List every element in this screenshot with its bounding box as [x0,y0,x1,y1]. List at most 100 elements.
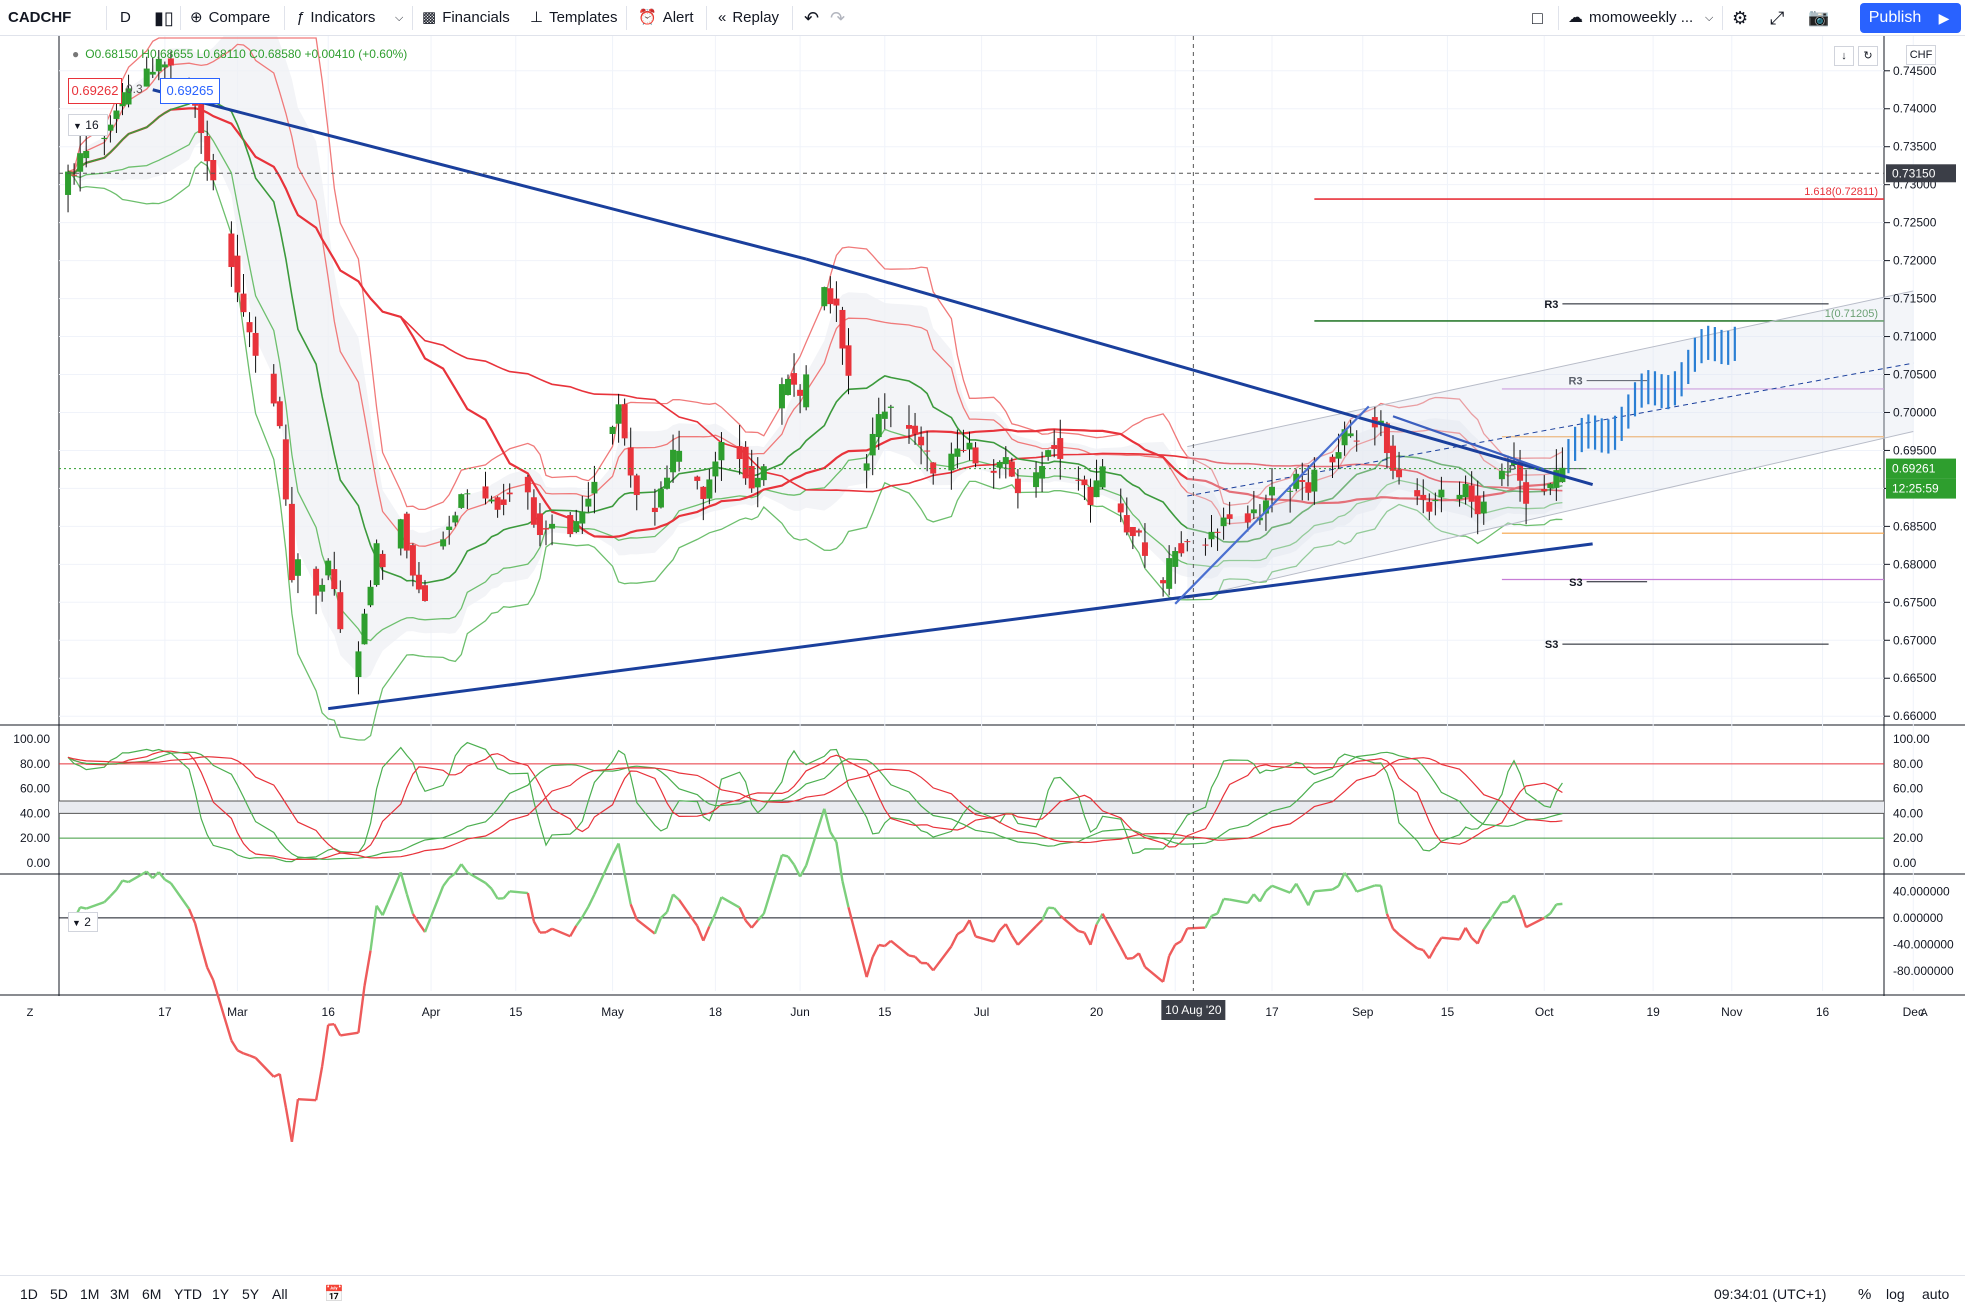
sell-button[interactable]: 0.69262 [68,78,122,104]
toolbar-divider [1558,6,1559,30]
price-tick-label: 0.70500 [1893,368,1937,382]
candle-body [380,554,386,567]
publish-button[interactable]: Publish [1860,3,1930,33]
chevron-down-icon[interactable]: ⌵ [1705,0,1713,36]
fullscreen-square-icon[interactable]: □ [1532,0,1543,36]
auto-toggle[interactable]: auto [1922,1276,1949,1313]
candle-body [1051,445,1057,449]
countdown-label: 12:25:59 [1892,482,1939,496]
candle-body [924,451,930,452]
price-tick-label: 0.66000 [1893,709,1937,723]
redo-icon[interactable]: ↷ [830,0,845,36]
toolbar-divider [792,6,793,30]
candle-body [525,477,531,492]
collapse-indicators[interactable]: ▼ 16 [68,114,108,136]
crosshair-date-label: 10 Aug '20 [1165,1003,1222,1017]
osc2-tick-label: 0.000000 [1893,911,1943,925]
templates-button[interactable]: ⊥Templates [530,0,617,36]
range-all[interactable]: All [272,1276,288,1313]
candle-body [537,513,543,535]
range-1m[interactable]: 1M [80,1276,99,1313]
buy-button[interactable]: 0.69265 [160,78,220,104]
eye-icon[interactable]: ● [72,47,79,61]
compare-button[interactable]: ⊕ Compare [190,0,270,36]
percent-toggle[interactable]: % [1858,1276,1871,1313]
layout-button[interactable]: ☁momoweekly ... [1568,0,1693,36]
camera-icon[interactable]: 📷 [1808,0,1829,36]
candle-body [495,497,501,510]
osc1-tick-right: 0.00 [1893,856,1917,870]
clock-time[interactable]: 09:34:01 (UTC+1) [1714,1276,1826,1313]
osc2-tick-label: -40.000000 [1893,937,1954,951]
candle-body [77,153,83,172]
candle-body [833,299,839,306]
range-1y[interactable]: 1Y [212,1276,229,1313]
candle-body [440,539,446,546]
range-6m[interactable]: 6M [142,1276,161,1313]
price-tick-label: 0.67500 [1893,595,1937,609]
range-1d[interactable]: 1D [20,1276,38,1313]
play-icon[interactable]: ▶ [1927,3,1961,33]
osc2-segment [1224,899,1230,900]
spread-value: 0.3 [126,82,143,96]
interval-button[interactable]: D [120,0,131,36]
time-tick-label: Jul [974,1005,989,1019]
candle-body [483,486,489,498]
price-tick-label: 0.73500 [1893,140,1937,154]
candle-body [967,443,973,450]
price-tick-label: 0.67000 [1893,633,1937,647]
date-range-icon[interactable]: 📅 [324,1276,344,1313]
osc2-segment [231,1040,237,1050]
time-tick-label: 16 [1816,1005,1830,1019]
candle-body [1463,484,1469,497]
candle-body [960,450,966,451]
toolbar-divider [706,6,707,30]
symbol-search[interactable]: CADCHF [8,0,71,36]
candle-body [277,401,283,426]
toolbar-divider [1722,6,1723,30]
candle-body [1505,471,1511,472]
gear-icon[interactable]: ⚙ [1732,0,1748,36]
osc1-tick-right: 20.00 [1893,831,1923,845]
collapse-oscillators[interactable]: ▼ 2 [68,912,98,932]
plus-circle-icon: ⊕ [190,0,203,36]
candle-body [1003,457,1009,464]
refresh-icon[interactable]: ↻ [1858,46,1878,66]
price-tick-label: 0.68500 [1893,519,1937,533]
time-tick-label: Oct [1535,1005,1554,1019]
candle-body [1136,530,1142,532]
range-3m[interactable]: 3M [110,1276,129,1313]
alert-button[interactable]: ⏰Alert [638,0,694,36]
candle-body [1414,490,1420,496]
arrow-down-icon[interactable]: ↓ [1834,46,1854,66]
candle-body [162,64,168,67]
chevron-down-icon[interactable]: ⌵ [395,0,403,36]
candles-icon[interactable]: ▮▯ [154,0,174,36]
range-5d[interactable]: 5D [50,1276,68,1313]
currency-badge[interactable]: CHF [1906,45,1936,65]
replay-button[interactable]: «Replay [718,0,779,36]
candle-body [83,151,89,158]
candle-body [331,569,337,589]
candle-body [1245,513,1251,522]
candle-body [253,333,259,356]
osc2-segment [280,1074,286,1107]
financials-label: Financials [442,9,510,26]
log-toggle[interactable]: log [1886,1276,1905,1313]
indicators-label: Indicators [310,9,375,26]
candle-body [404,514,410,551]
candle-body [198,103,204,133]
compare-label: Compare [209,9,271,26]
time-tick-label: 15 [1441,1005,1455,1019]
undo-icon[interactable]: ↶ [804,0,819,36]
osc1-tick-right: 80.00 [1893,757,1923,771]
fullscreen-icon[interactable]: ⤢ [1770,0,1784,36]
financials-button[interactable]: ▩Financials [422,0,510,36]
osc1-tick-right: 60.00 [1893,782,1923,796]
range-ytd[interactable]: YTD [174,1276,202,1313]
range-5y[interactable]: 5Y [242,1276,259,1313]
candle-body [658,489,664,508]
osc1-tick-left: 0.00 [27,856,51,870]
